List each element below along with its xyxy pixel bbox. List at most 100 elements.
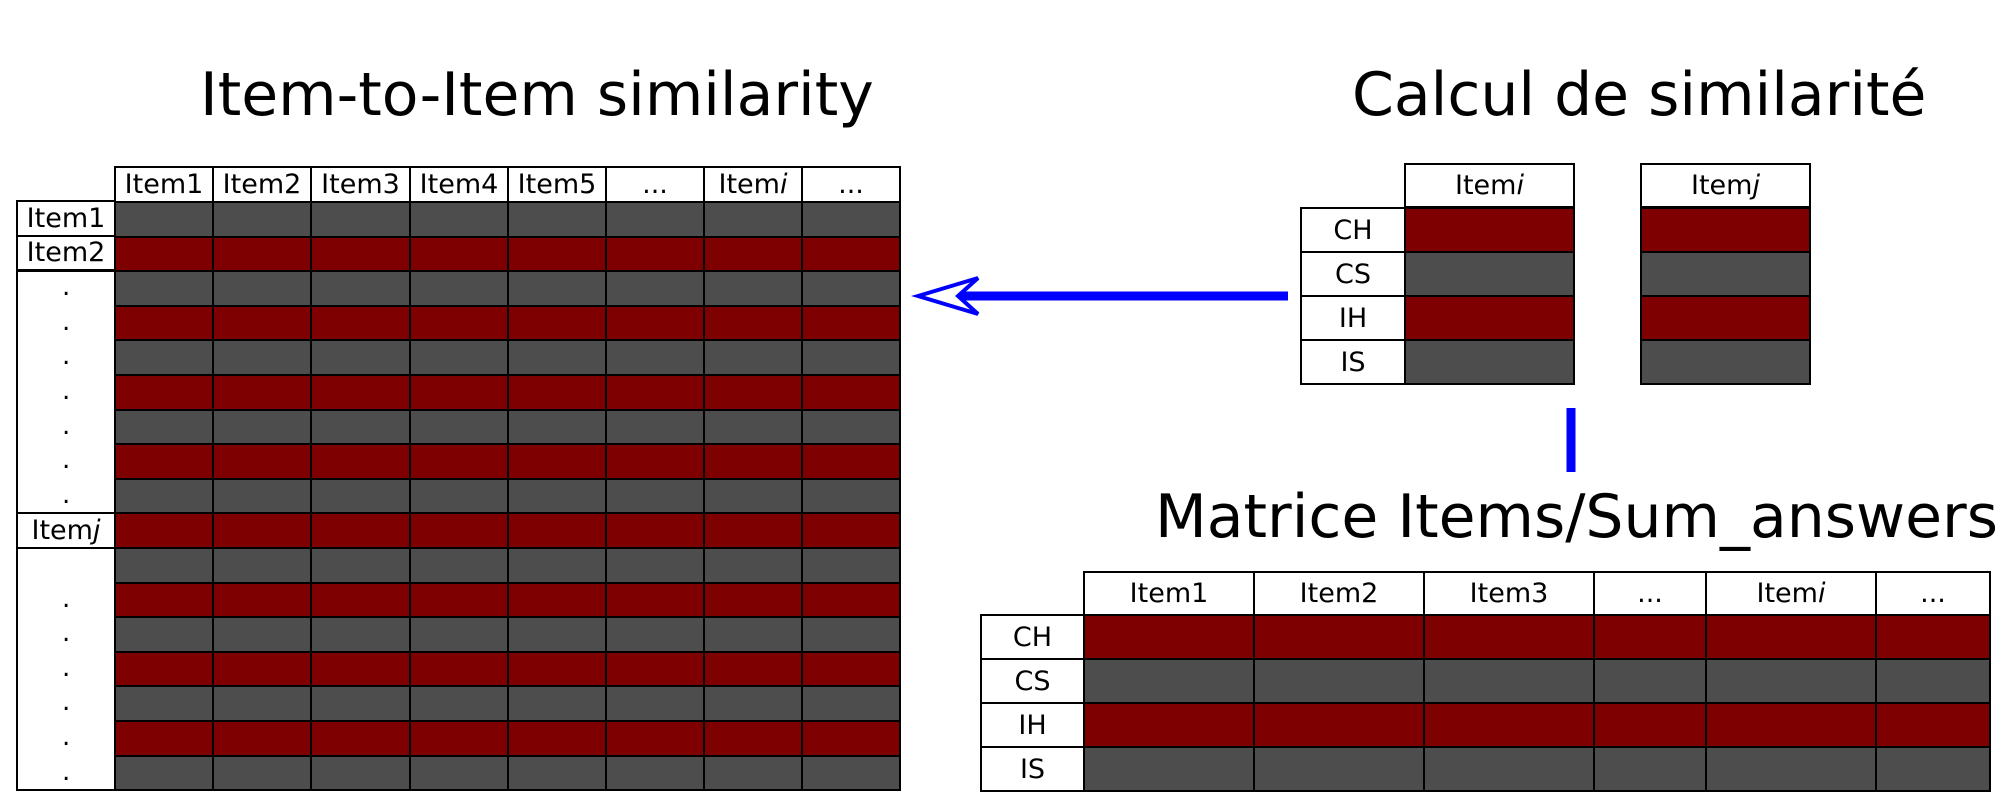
row-label: IH	[1300, 295, 1406, 341]
matrix-cell	[1083, 614, 1255, 660]
similarity-cell	[605, 581, 705, 619]
similarity-cell	[605, 477, 705, 515]
row-label: Item1	[16, 200, 116, 237]
column-header: Item3	[1423, 571, 1595, 616]
ellipsis-dot: .	[62, 306, 71, 337]
column-header: Item5	[507, 166, 607, 203]
row-label-ellipsis-box	[16, 270, 116, 515]
similarity-cell	[114, 443, 214, 480]
ellipsis-dot: .	[62, 583, 71, 614]
row-label-ellipsis-box	[16, 547, 116, 792]
item-i-value-cell	[1404, 339, 1575, 385]
similarity-cell	[507, 304, 607, 342]
matrix-cell	[1705, 702, 1877, 748]
similarity-cell	[605, 547, 705, 584]
similarity-cell	[409, 201, 509, 238]
similarity-cell	[801, 547, 901, 584]
similarity-cell	[212, 374, 312, 411]
matrix-cell	[1875, 746, 1991, 792]
matrix-cell	[1593, 746, 1707, 792]
ellipsis-dot: .	[62, 618, 71, 649]
similarity-cell	[310, 477, 411, 515]
similarity-cell	[703, 754, 803, 792]
similarity-cell	[507, 408, 607, 446]
column-header: Item1	[1083, 571, 1255, 616]
matrix-cell	[1705, 614, 1877, 660]
item-i-header: Item i	[1404, 163, 1575, 208]
similarity-cell	[703, 443, 803, 480]
column-header: Item2	[1253, 571, 1425, 616]
similarity-cell	[409, 408, 509, 446]
similarity-cell	[801, 408, 901, 446]
similarity-cell	[212, 201, 312, 238]
item-j-value-cell	[1640, 207, 1811, 253]
similarity-cell	[703, 477, 803, 515]
ellipsis-dot: .	[62, 341, 71, 372]
similarity-cell	[801, 616, 901, 653]
ellipsis-dot: .	[62, 445, 71, 476]
similarity-cell	[409, 270, 509, 307]
ellipsis-dot: .	[62, 652, 71, 683]
similarity-cell	[605, 512, 705, 549]
ellipsis-dot: .	[62, 376, 71, 406]
matrix-cell	[1253, 702, 1425, 748]
similarity-cell	[409, 581, 509, 619]
similarity-cell	[310, 720, 411, 757]
similarity-cell	[212, 270, 312, 307]
similarity-cell	[212, 650, 312, 688]
item-j-value-cell	[1640, 251, 1811, 297]
column-header: ...	[801, 166, 901, 203]
similarity-cell	[801, 270, 901, 307]
similarity-cell	[605, 339, 705, 376]
item-to-item-title: Item-to-Item similarity	[200, 60, 874, 130]
matrix-cell	[1253, 746, 1425, 792]
matrix-cell	[1705, 746, 1877, 792]
similarity-cell	[507, 374, 607, 411]
similarity-cell	[605, 685, 705, 722]
ellipsis-dot: .	[62, 756, 71, 787]
item-j-value-cell	[1640, 295, 1811, 341]
column-header: ...	[1875, 571, 1991, 616]
similarity-cell	[114, 339, 214, 376]
similarity-cell	[114, 374, 214, 411]
column-header: Item4	[409, 166, 509, 203]
similarity-cell	[605, 754, 705, 792]
similarity-cell	[114, 754, 214, 792]
column-header: Item i	[1705, 571, 1877, 616]
ellipsis-dot: .	[62, 687, 71, 718]
matrix-cell	[1593, 614, 1707, 660]
ellipsis-dot: .	[62, 410, 71, 441]
row-label: Item j	[16, 512, 116, 549]
ellipsis-dot: .	[62, 272, 71, 303]
similarity-cell	[310, 201, 411, 238]
arrowhead-icon	[911, 276, 980, 316]
similarity-cell	[310, 512, 411, 549]
matrix-title: Matrice Items/Sum_answers	[1155, 482, 1998, 552]
matrix-cell	[1875, 658, 1991, 704]
matrix-cell	[1083, 658, 1255, 704]
ellipsis-dot: .	[62, 722, 71, 752]
similarity-cell	[801, 754, 901, 792]
column-header: Item i	[703, 166, 803, 203]
row-label: IH	[980, 702, 1085, 748]
similarity-calc-title: Calcul de similarité	[1352, 60, 1927, 130]
item-j-value-cell	[1640, 339, 1811, 385]
similarity-cell	[703, 720, 803, 757]
row-label: IS	[1300, 339, 1406, 385]
column-header: Item3	[310, 166, 411, 203]
similarity-cell	[409, 650, 509, 688]
row-label: Item2	[16, 234, 116, 272]
similarity-cell	[409, 374, 509, 411]
matrix-cell	[1083, 746, 1255, 792]
similarity-cell	[409, 304, 509, 342]
similarity-cell	[801, 650, 901, 688]
similarity-cell	[114, 201, 214, 238]
ellipsis-dot: .	[62, 479, 71, 510]
similarity-cell	[507, 720, 607, 757]
similarity-cell	[507, 754, 607, 792]
similarity-cell	[605, 270, 705, 307]
matrix-cell	[1423, 746, 1595, 792]
matrix-cell	[1875, 614, 1991, 660]
similarity-cell	[703, 339, 803, 376]
